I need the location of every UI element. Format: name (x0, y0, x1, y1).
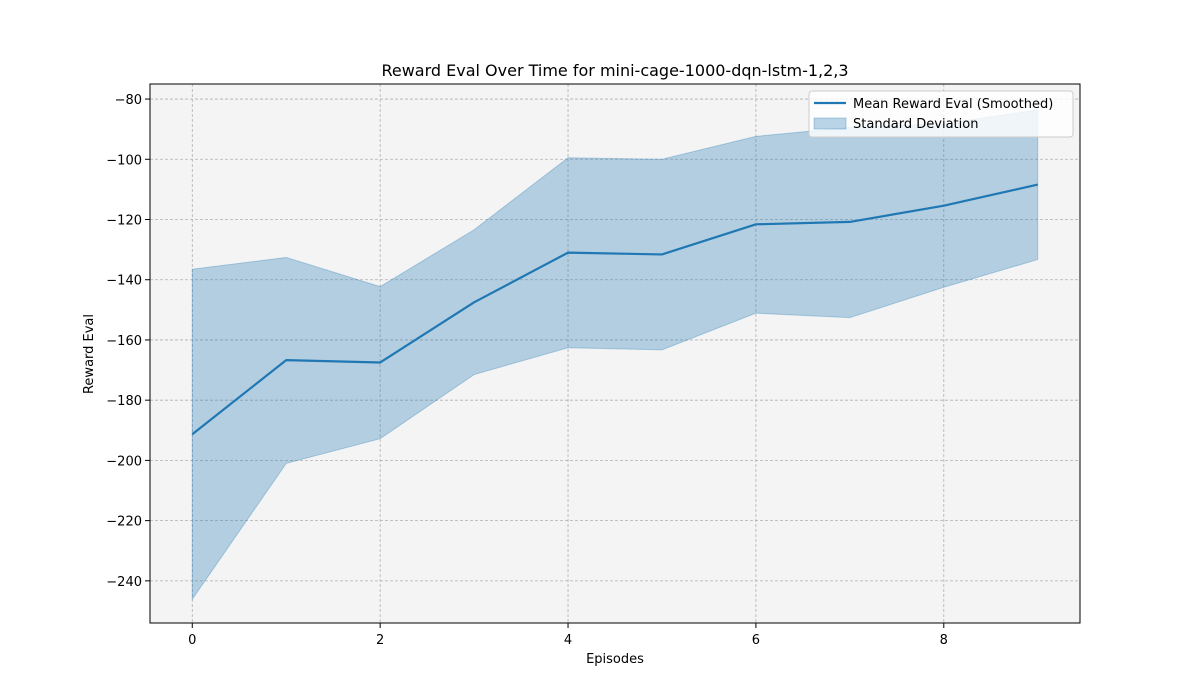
x-tick-label: 2 (376, 633, 384, 648)
y-tick-label: −140 (106, 274, 142, 289)
y-tick-label: −220 (106, 515, 142, 530)
legend-label-mean: Mean Reward Eval (Smoothed) (853, 97, 1053, 112)
std-band (191, 109, 1039, 601)
x-tick-label: 8 (940, 633, 948, 648)
plot-frame (149, 83, 1081, 624)
series-lines (191, 183, 1038, 436)
legend: Mean Reward Eval (Smoothed) Standard Dev… (808, 90, 1074, 138)
chart-title: Reward Eval Over Time for mini-cage-1000… (381, 61, 848, 80)
y-tick-label: −80 (115, 93, 142, 108)
y-tick-label: −200 (106, 454, 142, 469)
x-axis: 0 2 4 6 8 (188, 623, 948, 648)
y-tick-label: −160 (106, 334, 142, 349)
y-tick-label: −100 (106, 153, 142, 168)
y-tick-label: −240 (106, 575, 142, 590)
y-tick-label: −180 (106, 394, 142, 409)
legend-label-std: Standard Deviation (853, 117, 978, 132)
mean-reward-line (191, 183, 1038, 436)
legend-box (808, 90, 1074, 138)
grid (150, 84, 1080, 623)
x-tick-label: 0 (188, 633, 196, 648)
x-tick-label: 6 (752, 633, 760, 648)
y-axis: −240 −220 −200 −180 −160 −140 −120 −100 −80 (106, 93, 150, 590)
x-axis-label: Episodes (586, 652, 644, 667)
std-deviation-band (191, 109, 1039, 601)
x-tick-label: 4 (564, 633, 572, 648)
y-axis-label: Reward Eval (82, 314, 97, 394)
legend-band-swatch (813, 117, 847, 130)
y-tick-label: −120 (106, 214, 142, 229)
plot-area (150, 84, 1080, 623)
